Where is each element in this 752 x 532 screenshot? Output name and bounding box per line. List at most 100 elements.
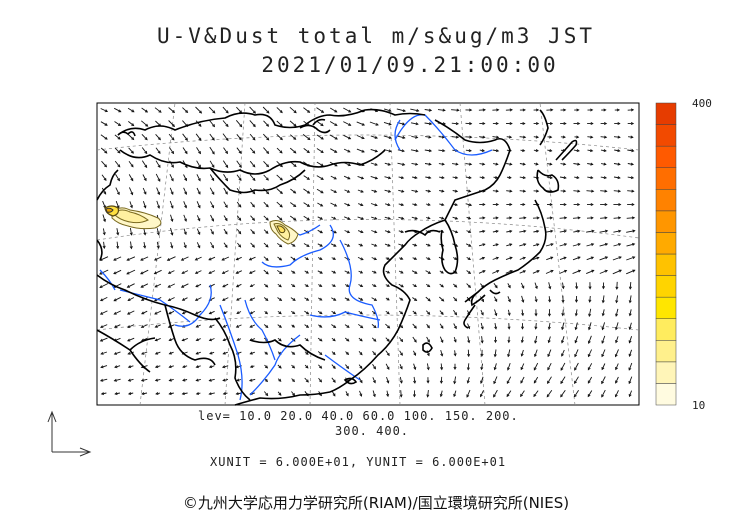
wind-arrow-head: [426, 367, 430, 371]
wind-arrow-head: [467, 257, 472, 261]
wind-arrow-head: [305, 324, 310, 328]
wind-arrow: [426, 336, 430, 343]
wind-arrow-head: [306, 150, 310, 154]
wind-arrow-head: [170, 232, 174, 236]
wind-arrow: [411, 216, 418, 220]
wind-arrow: [289, 106, 297, 114]
wind-arrow-head: [235, 324, 240, 328]
wind-arrow: [384, 162, 391, 166]
wind-arrow: [316, 148, 324, 153]
wind-arrow: [534, 349, 538, 357]
wind-arrow: [182, 147, 188, 154]
wind-arrow-head: [590, 256, 595, 260]
wind-arrow-head: [601, 366, 605, 371]
wind-arrow: [249, 174, 256, 181]
wind-arrow: [316, 107, 324, 113]
wind-arrow: [140, 269, 149, 275]
wind-arrow: [545, 270, 554, 274]
wind-arrow-head: [293, 123, 297, 127]
wind-arrow-head: [509, 216, 513, 220]
wind-arrow: [505, 270, 513, 274]
wind-arrow-head: [454, 270, 458, 274]
wind-arrow-head: [604, 229, 609, 233]
wind-arrow-head: [386, 338, 390, 342]
wind-arrow-head: [388, 149, 392, 153]
wind-arrow: [183, 242, 187, 248]
wind-arrow: [303, 107, 310, 113]
wind-arrow-head: [359, 365, 363, 370]
wind-arrow-head: [631, 216, 636, 220]
wind-arrow-head: [440, 311, 444, 316]
wind-arrow: [356, 121, 365, 126]
wind-arrow: [141, 324, 148, 328]
wind-arrow-head: [535, 135, 540, 139]
wind-arrow-head: [197, 245, 201, 249]
wind-arrow-head: [577, 162, 581, 166]
wind-arrow-head: [632, 229, 636, 233]
wind-arrow: [263, 256, 269, 261]
wind-arrow: [493, 376, 498, 384]
wind-arrow: [276, 188, 283, 194]
wind-arrow-head: [577, 189, 581, 193]
wind-arrow: [100, 121, 108, 126]
wind-arrow: [520, 282, 525, 289]
wind-arrow-head: [440, 270, 444, 274]
wind-arrow: [615, 349, 619, 357]
wind-arrow: [276, 120, 283, 127]
wind-arrow-head: [140, 271, 144, 275]
wind-arrow: [519, 190, 526, 192]
wind-arrow-head: [211, 177, 215, 182]
wind-arrow: [587, 349, 593, 357]
wind-arrow: [263, 215, 269, 221]
wind-arrow: [588, 335, 592, 344]
wind-arrow: [357, 216, 364, 220]
wind-arrow-head: [468, 243, 472, 247]
wind-arrow: [480, 363, 484, 370]
wind-arrow-head: [441, 216, 445, 220]
wind-arrow-head: [387, 203, 391, 207]
wind-arrow: [208, 256, 216, 261]
wind-arrow-head: [480, 353, 484, 357]
wind-arrow-head: [632, 242, 636, 246]
wind-arrow: [466, 389, 471, 398]
wind-arrow: [127, 310, 135, 315]
wind-arrow-head: [576, 149, 580, 153]
wind-arrow-head: [195, 284, 199, 288]
wind-arrow: [521, 349, 524, 357]
wind-arrow-head: [535, 148, 539, 153]
wind-arrow: [316, 134, 324, 140]
wind-arrow: [615, 336, 619, 343]
wind-arrow: [263, 391, 269, 396]
wind-arrow-head: [453, 393, 457, 398]
wind-arrow-head: [373, 352, 377, 356]
wind-arrow: [210, 241, 214, 249]
wind-arrow-head: [441, 176, 445, 180]
wind-arrow: [249, 324, 256, 328]
wind-arrow-head: [167, 284, 171, 288]
wind-arrow: [303, 243, 310, 247]
wind-arrow: [181, 256, 189, 261]
wind-arrow-head: [102, 232, 106, 236]
wind-arrow-head: [496, 108, 500, 112]
wind-arrow-head: [346, 365, 350, 370]
wind-arrow: [384, 230, 391, 233]
wind-arrow-head: [127, 365, 132, 369]
wind-arrow: [127, 324, 135, 328]
wind-arrow: [438, 149, 445, 152]
wind-arrow-head: [426, 325, 430, 329]
wind-arrow-head: [359, 380, 363, 384]
wind-arrow-head: [319, 270, 323, 274]
wind-arrow: [156, 200, 160, 209]
wind-arrow-head: [453, 326, 457, 330]
wind-arrow-head: [427, 298, 431, 302]
wind-arrow-head: [561, 285, 565, 290]
wind-arrow-head: [535, 162, 539, 166]
wind-arrow-head: [547, 339, 551, 344]
wind-arrow-head: [360, 325, 364, 329]
wind-arrow-head: [455, 162, 459, 166]
wind-arrow: [129, 228, 133, 235]
wind-arrow-head: [359, 338, 363, 342]
wind-arrow: [127, 107, 135, 113]
wind-arrow-head: [182, 378, 186, 382]
wind-arrow-head: [154, 338, 158, 342]
